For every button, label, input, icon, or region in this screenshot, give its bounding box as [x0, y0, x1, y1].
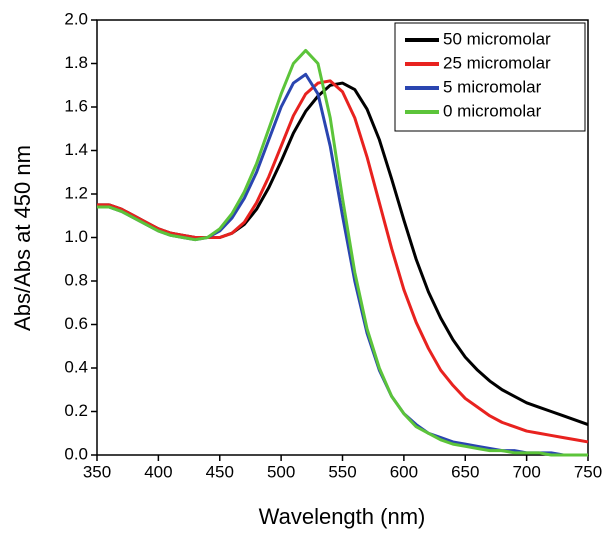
y-tick-label: 0.8: [64, 270, 88, 289]
legend-label: 0 micromolar: [443, 101, 542, 120]
x-tick-label: 650: [451, 462, 479, 481]
legend-label: 50 micromolar: [443, 29, 551, 48]
x-tick-label: 700: [512, 462, 540, 481]
y-tick-label: 2.0: [64, 9, 88, 28]
x-tick-label: 450: [206, 462, 234, 481]
y-tick-label: 0.6: [64, 314, 88, 333]
y-tick-label: 0.0: [64, 444, 88, 463]
y-axis-title: Abs/Abs at 450 nm: [10, 145, 35, 331]
x-tick-label: 400: [144, 462, 172, 481]
x-tick-label: 600: [390, 462, 418, 481]
y-tick-label: 1.6: [64, 96, 88, 115]
y-tick-label: 0.4: [64, 357, 88, 376]
legend-label: 5 micromolar: [443, 77, 542, 96]
data-line: [97, 79, 589, 444]
legend-label: 25 micromolar: [443, 53, 551, 72]
x-tick-label: 500: [267, 462, 295, 481]
y-tick-label: 1.4: [64, 140, 88, 159]
x-axis-title: Wavelength (nm): [259, 504, 426, 529]
data-line: [97, 81, 589, 426]
data-line: [97, 48, 588, 457]
x-tick-label: 550: [328, 462, 356, 481]
x-tick-label: 350: [83, 462, 111, 481]
y-tick-label: 1.2: [64, 183, 88, 202]
y-tick-label: 1.8: [64, 53, 88, 72]
y-tick-label: 1.0: [64, 227, 88, 246]
x-tick-label: 750: [574, 462, 602, 481]
y-tick-label: 0.2: [64, 401, 88, 420]
